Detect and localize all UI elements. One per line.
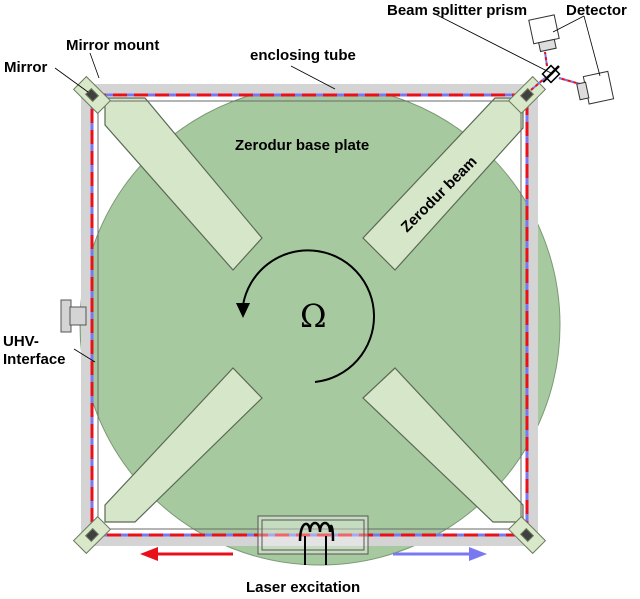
zerodur-beam-bottom-left [104, 367, 263, 523]
mirror-bottom-left [84, 527, 100, 543]
propagation-arrows [140, 547, 487, 561]
mirror-top-right [519, 87, 535, 103]
uhv-interface-label-line2: Interface [3, 351, 66, 368]
zerodur-beam-bottom-right [362, 367, 524, 523]
omega-label: Ω [300, 297, 327, 335]
mirror-label: Mirror [4, 59, 48, 76]
arrow-right-icon [469, 547, 487, 561]
detector-assembly [528, 14, 615, 105]
beam-splitter-prism [541, 64, 561, 84]
mirror-mount-bottom-right [507, 515, 547, 555]
enclosing-tube-label: enclosing tube [250, 47, 356, 64]
arrow-left-icon [140, 547, 158, 561]
uhv-interface-port [60, 299, 87, 333]
laser-beam-path [90, 93, 529, 537]
rotation-arrow [242, 249, 375, 383]
rotation-arrowhead-icon [236, 303, 250, 318]
leader-lines [54, 13, 601, 363]
excitation-coil-icon [298, 521, 335, 542]
uhv-interface-label-line1: UHV- [3, 333, 39, 350]
zerodur-beams [104, 97, 524, 523]
laser-excitation-unit [257, 515, 369, 565]
mirror-top-left [84, 87, 100, 103]
mirror-mounts [72, 75, 547, 555]
base-plate-label: Zerodur base plate [235, 137, 369, 154]
detector-label: Detector [566, 2, 627, 19]
mirror-bottom-right [519, 527, 535, 543]
mirror-mount-top-left [72, 75, 112, 115]
laser-excitation-label: Laser excitation [246, 579, 360, 596]
zerodur-beam-top-left [104, 97, 263, 271]
beam-splitter-label: Beam splitter prism [387, 2, 527, 19]
mirror-mount-label: Mirror mount [66, 37, 159, 54]
mirror-mount-bottom-left [72, 515, 112, 555]
detector-right [576, 70, 615, 105]
detector-upper [528, 14, 560, 53]
